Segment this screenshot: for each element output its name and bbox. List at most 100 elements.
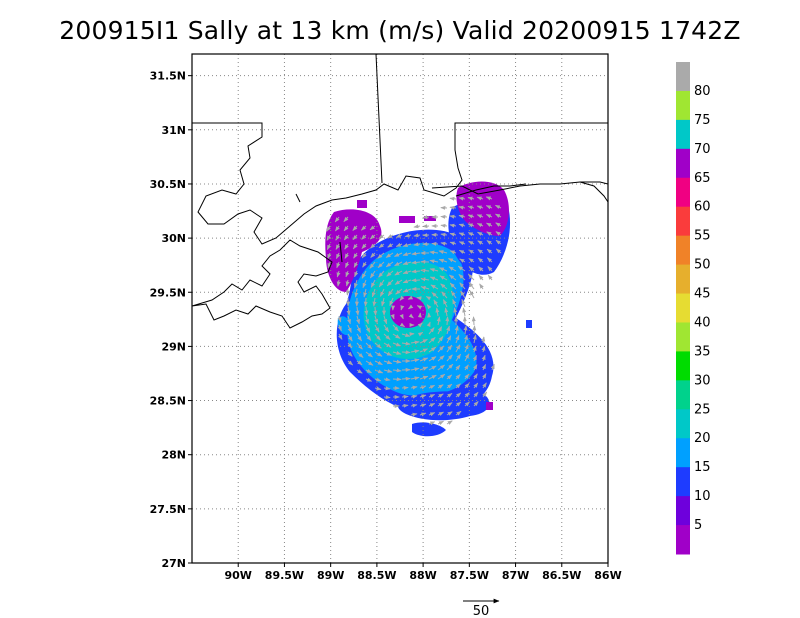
wind-vector bbox=[387, 243, 394, 248]
wind-vector bbox=[449, 232, 457, 237]
wind-vector bbox=[356, 360, 363, 366]
colorbar-label: 50 bbox=[694, 258, 711, 273]
wind-vector bbox=[455, 344, 461, 353]
colorbar-label: 75 bbox=[694, 113, 711, 128]
wind-vector bbox=[437, 393, 444, 398]
wind-vector bbox=[401, 385, 409, 390]
wind-vector bbox=[371, 288, 376, 298]
wind-vector bbox=[487, 266, 493, 272]
wind-vector bbox=[437, 355, 445, 362]
wind-vector bbox=[478, 274, 484, 281]
wind-vector bbox=[363, 288, 368, 298]
wind-vector bbox=[490, 363, 495, 371]
wind-vector bbox=[428, 327, 435, 335]
lat-tick-label: 29.5N bbox=[150, 286, 186, 299]
wind-vector bbox=[477, 257, 484, 263]
wind-vector bbox=[410, 385, 418, 390]
wind-vector bbox=[365, 315, 369, 325]
wind-vector bbox=[422, 224, 430, 229]
grid-lines bbox=[192, 54, 609, 564]
wind-vector bbox=[369, 261, 376, 269]
wind-vector bbox=[374, 360, 383, 366]
wind-vector bbox=[455, 334, 460, 344]
colorbar-swatch bbox=[676, 496, 690, 526]
wind-vector bbox=[458, 196, 466, 201]
wind-vector bbox=[445, 316, 450, 326]
wind-vector bbox=[428, 412, 436, 417]
wind-vector bbox=[386, 270, 394, 277]
wind-vector bbox=[446, 335, 452, 344]
wind-vector bbox=[486, 248, 493, 254]
lon-tick-label: 88.5W bbox=[357, 569, 396, 582]
colorbar-swatch bbox=[676, 235, 690, 266]
wind-vector bbox=[473, 382, 479, 389]
wind-vector bbox=[369, 234, 376, 240]
wind-vector bbox=[395, 288, 403, 295]
wind-vector bbox=[336, 279, 341, 287]
wind-vector bbox=[446, 420, 453, 425]
wind-vector bbox=[428, 374, 437, 380]
wind-vector bbox=[337, 315, 342, 323]
wind-vector bbox=[428, 393, 436, 399]
colorbar-swatch bbox=[676, 62, 690, 92]
wind-vector bbox=[477, 240, 484, 245]
wind-vector bbox=[413, 233, 421, 238]
wind-vector bbox=[477, 231, 484, 237]
wind-vector bbox=[386, 279, 394, 287]
wind-vector bbox=[343, 225, 349, 232]
wind-vector bbox=[420, 277, 430, 282]
wind-vector bbox=[467, 214, 475, 219]
wind-vector bbox=[395, 242, 403, 247]
wind-vector bbox=[458, 274, 466, 281]
wind-vector bbox=[337, 324, 342, 332]
wind-vector bbox=[419, 375, 429, 380]
wind-vector bbox=[440, 241, 448, 246]
wind-vector bbox=[426, 321, 431, 328]
wind-vector bbox=[446, 374, 453, 380]
wind-vector bbox=[374, 333, 381, 341]
wind-vector bbox=[374, 351, 383, 357]
wind-vector bbox=[458, 205, 466, 210]
wind-vector bbox=[446, 392, 453, 398]
colorbar-label: 35 bbox=[694, 344, 711, 359]
colorbar-label: 60 bbox=[694, 200, 711, 215]
wind-vector bbox=[383, 315, 388, 325]
colorbar-label: 55 bbox=[694, 229, 711, 244]
wind-vector bbox=[365, 360, 374, 366]
cell bbox=[399, 216, 415, 223]
wind-vector bbox=[394, 261, 403, 267]
wind-vector bbox=[334, 216, 340, 223]
wind-vector bbox=[440, 214, 448, 219]
colorbar-swatch bbox=[676, 90, 690, 121]
wind-vector bbox=[392, 359, 402, 364]
wind-vector bbox=[437, 420, 444, 426]
wind-vector bbox=[448, 258, 457, 263]
wind-vector bbox=[419, 338, 428, 344]
wind-vector bbox=[347, 324, 352, 334]
wind-vector bbox=[372, 297, 377, 307]
colorbar-label: 30 bbox=[694, 373, 711, 388]
wind-vector bbox=[482, 373, 487, 380]
wind-vector bbox=[392, 377, 402, 382]
wind-vector bbox=[495, 213, 502, 218]
wind-vector bbox=[449, 282, 457, 290]
wind-vector bbox=[440, 232, 448, 237]
wind-vector bbox=[374, 342, 382, 349]
colorbar-swatch bbox=[676, 438, 690, 468]
wind-vector bbox=[417, 322, 423, 328]
wind-vector bbox=[486, 240, 493, 245]
wind-vector bbox=[369, 225, 376, 231]
wind-vector bbox=[410, 367, 420, 372]
wind-vector bbox=[429, 268, 439, 272]
wind-vector bbox=[437, 326, 443, 335]
wind-vector bbox=[486, 231, 493, 236]
wind-vector bbox=[428, 384, 436, 390]
wind-vector bbox=[444, 307, 449, 317]
wind-vector bbox=[476, 196, 484, 201]
wind-vector bbox=[399, 322, 406, 328]
colorbar-label: 20 bbox=[694, 431, 711, 446]
wind-vector bbox=[385, 261, 394, 268]
wind-vector bbox=[467, 232, 475, 237]
wind-vector bbox=[481, 345, 486, 353]
wind-vector bbox=[449, 223, 457, 228]
